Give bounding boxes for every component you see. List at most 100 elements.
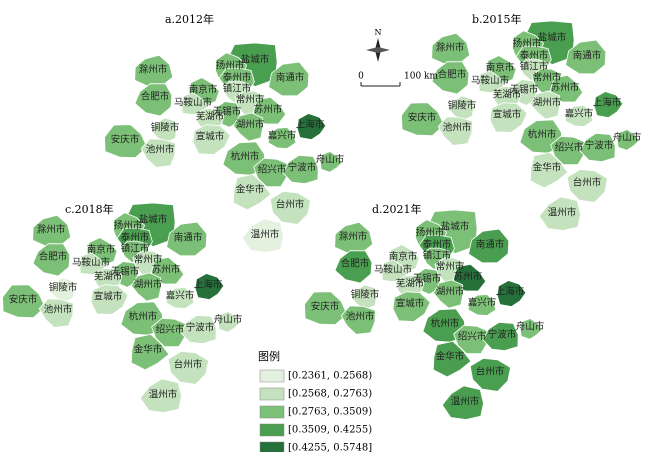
city-label: 台州市 (276, 199, 305, 211)
city-label: 滁州市 (436, 42, 465, 54)
city-label: 南京市 (486, 62, 515, 74)
region (180, 314, 217, 345)
city-label: 盐城市 (139, 214, 168, 226)
region (32, 243, 71, 277)
city-label: 上海市 (194, 279, 223, 291)
region (253, 157, 290, 188)
city-label: 扬州市 (114, 220, 143, 232)
city-label: 安庆市 (111, 134, 140, 146)
city-label: 铜陵市 (448, 100, 477, 112)
city-label: 池州市 (346, 311, 375, 323)
city-label: 南通市 (476, 239, 505, 251)
region (38, 298, 74, 328)
scale-distance: 100 km (404, 72, 438, 82)
region (431, 61, 470, 95)
city-label: 杭州市 (231, 151, 260, 163)
scale-zero: 0 (358, 72, 364, 82)
city-label: 马鞍山市 (471, 75, 510, 87)
region (192, 124, 231, 155)
city-label: 马鞍山市 (72, 257, 111, 269)
city-label: 合肥市 (438, 69, 467, 81)
city-label: 上海市 (593, 97, 622, 109)
region (432, 279, 464, 309)
city-label: 芜湖市 (94, 271, 123, 283)
region (130, 272, 162, 302)
city-label: 上海市 (496, 286, 525, 298)
city-label: 泰州市 (520, 50, 549, 62)
region (396, 275, 425, 298)
region (196, 108, 225, 131)
city-label: 宣城市 (196, 131, 225, 143)
city-label: 温州市 (451, 396, 480, 408)
city-label: 台州市 (476, 366, 505, 378)
city-label: 宁波市 (288, 162, 317, 174)
region (296, 113, 327, 141)
city-label: 湖州市 (236, 119, 265, 131)
region (392, 291, 431, 322)
city-label: 宁波市 (186, 322, 215, 334)
city-label: 马鞍山市 (174, 97, 213, 109)
region (565, 39, 607, 75)
city-label: 金华市 (134, 344, 163, 356)
city-label: 滁州市 (37, 224, 66, 236)
region (130, 333, 170, 371)
city-label: 无锡市 (413, 273, 442, 285)
city-label: 池州市 (443, 122, 472, 134)
city-label: 宣城市 (396, 298, 425, 310)
city-label: 铜陵市 (49, 282, 78, 294)
region (334, 250, 373, 284)
city-label: 南京市 (87, 244, 116, 256)
city-label: 芜湖市 (196, 111, 225, 123)
city-label: 常州市 (134, 254, 163, 266)
region (432, 340, 472, 378)
city-label: 舟山市 (516, 321, 545, 333)
region (478, 70, 505, 93)
region (104, 124, 148, 159)
legend-swatch (259, 369, 285, 383)
city-label: 湖州市 (533, 97, 562, 109)
legend: 图例 [0.2361, 0.2568) [0.2568, 0.2763) [0.27… (258, 349, 372, 452)
legend-label: [0.4255, 0.5748] (288, 443, 372, 452)
city-label: 池州市 (146, 144, 175, 156)
city-label: 南通市 (573, 50, 602, 62)
city-label: 上海市 (296, 119, 325, 131)
city-label: 苏州市 (454, 271, 483, 283)
region (538, 196, 581, 231)
region (167, 350, 209, 385)
city-label: 常州市 (436, 261, 465, 273)
city-label: 铜陵市 (351, 289, 380, 301)
city-label: 无锡市 (213, 106, 242, 118)
region (90, 284, 129, 315)
region (616, 129, 640, 151)
region (241, 218, 284, 253)
compass: N (366, 28, 390, 62)
city-label: 安庆市 (408, 112, 437, 124)
region (151, 317, 188, 348)
city-label: 泰州市 (121, 232, 150, 244)
city-label: 杭州市 (129, 311, 158, 323)
city-label: 镇江市 (520, 61, 549, 73)
region (139, 378, 182, 413)
city-label: 无锡市 (510, 84, 539, 96)
city-label: 镇江市 (121, 243, 150, 255)
panel-title: a.2012年 (165, 12, 214, 26)
region (381, 259, 408, 282)
region (134, 83, 173, 117)
city-label: 安庆市 (9, 294, 38, 306)
city-label: 湖州市 (134, 279, 163, 291)
city-label: 苏州市 (152, 264, 181, 276)
city-label: 镇江市 (223, 83, 252, 95)
city-label: 绍兴市 (258, 164, 287, 176)
region (140, 138, 176, 168)
legend-swatch (259, 405, 285, 419)
city-label: 合肥市 (39, 251, 68, 263)
city-label: 南京市 (189, 84, 218, 96)
city-label: 台州市 (174, 359, 203, 371)
city-label: 舟山市 (316, 154, 345, 166)
region (232, 112, 264, 142)
legend-swatch (259, 441, 285, 452)
